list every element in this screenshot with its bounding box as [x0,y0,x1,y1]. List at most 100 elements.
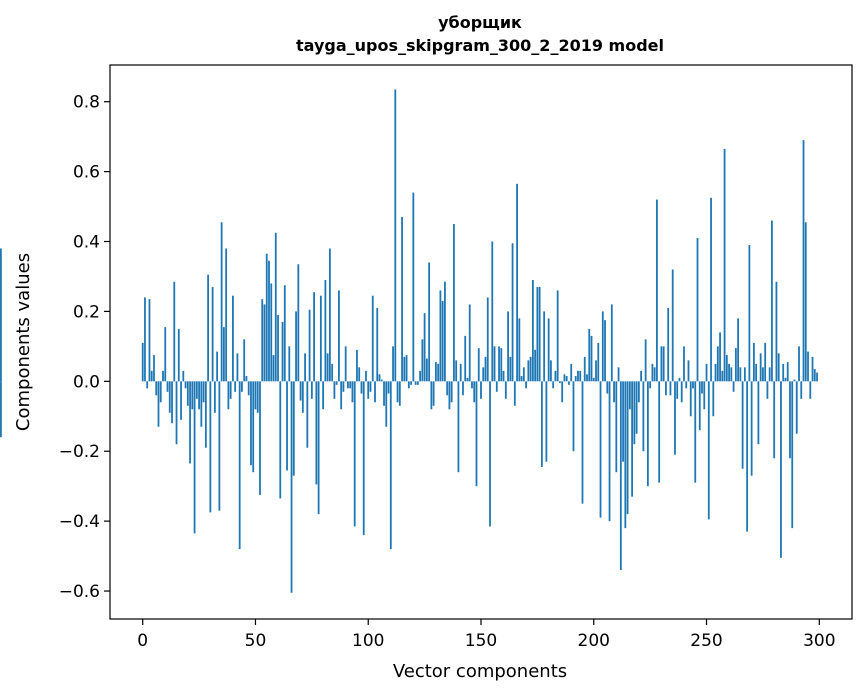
bar [403,356,406,382]
bar [579,370,582,382]
bar [547,318,550,382]
y-tick-label: −0.2 [59,442,100,462]
bar [615,381,618,473]
bar [811,356,814,382]
bar [331,363,334,382]
bar [279,381,282,499]
bar [351,381,354,403]
bar [195,381,198,399]
bar [581,381,584,504]
bar [556,290,559,382]
bar [608,381,611,522]
bar [392,346,394,382]
bar [405,355,408,382]
bar [538,286,541,382]
bar [486,297,489,382]
bar [610,304,613,382]
bar [719,332,721,382]
bar [725,355,728,382]
x-tick-label: 50 [245,631,267,651]
bar [554,370,557,382]
bar [157,381,160,427]
bar [807,351,809,382]
bar [604,320,606,382]
bar [367,381,370,399]
bar [263,304,266,382]
bar [326,353,329,382]
bar [232,295,234,382]
x-tick-label: 250 [690,631,722,651]
bar [712,381,715,417]
x-tick-label: 100 [352,631,384,651]
bar [209,381,212,513]
bar [764,342,767,382]
y-tick-label: 0.0 [73,372,100,392]
bar [162,370,164,382]
bar [683,346,685,382]
bar [342,381,345,392]
bar [678,377,681,382]
bar [150,370,153,382]
bar [563,374,566,382]
bar [766,381,769,399]
bar [455,360,458,382]
bar [153,355,155,382]
chart-subtitle: tayga_upos_skipgram_300_2_2019 model [296,36,664,55]
bar [254,381,257,410]
y-tick-label: 0.6 [73,163,100,183]
bar [310,381,313,399]
bar [529,356,532,382]
bar [583,356,586,382]
bar [211,286,214,382]
bar [480,381,482,399]
bar [507,311,509,382]
bar [728,363,730,382]
bar [164,327,167,382]
bar [748,245,751,382]
bar [513,381,516,406]
bar [306,381,309,448]
bar [141,342,144,382]
bar [680,381,683,403]
bar [482,367,485,382]
bar [378,374,381,382]
bar [308,309,311,382]
bar [633,381,636,445]
bar [389,381,392,550]
bar [387,381,390,394]
bar [473,381,476,403]
y-tick-label: −0.6 [59,582,100,602]
bar [401,217,403,382]
bar [665,381,667,396]
bar [782,363,785,382]
bar [804,222,807,382]
bar [362,381,365,536]
bar [475,381,478,487]
bar [518,318,521,382]
bar [525,381,527,389]
bar [396,381,399,403]
bar [471,381,473,389]
bar [407,381,410,389]
bar [750,381,753,476]
bar [468,304,471,382]
bar [410,381,412,385]
bar [502,370,505,382]
bar [674,381,676,455]
bar [511,243,514,382]
y-axis-label: Components values [13,253,34,431]
bar [207,274,209,382]
bar [252,381,255,473]
bar [268,260,270,382]
bar [644,339,647,382]
bar [757,381,760,445]
bar [698,381,701,431]
bar [353,381,356,527]
bar [773,381,776,459]
bar [144,297,146,382]
bar [498,346,500,382]
bar [489,381,491,527]
bar [173,281,176,382]
bar [651,363,654,382]
bar [552,381,555,389]
